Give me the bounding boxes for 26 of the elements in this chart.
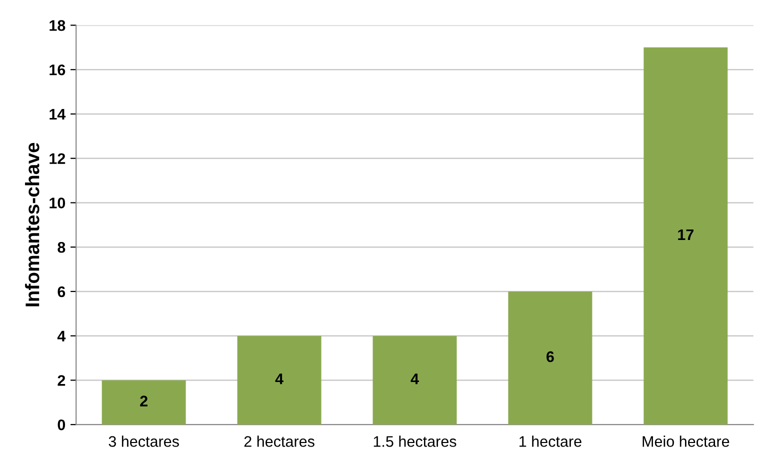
data-label: 2 bbox=[140, 396, 148, 406]
bar bbox=[644, 47, 728, 425]
data-label: 4 bbox=[275, 374, 284, 384]
y-tick-label: 2 bbox=[58, 375, 66, 386]
bar bbox=[372, 336, 457, 425]
y-tick-label: 4 bbox=[57, 330, 66, 342]
y-tick-label: 8 bbox=[58, 242, 66, 253]
y-tick-label: 18 bbox=[50, 20, 66, 31]
x-tick-label: 2 hectares bbox=[244, 436, 314, 447]
x-tick-label: Meio hectare bbox=[642, 436, 730, 447]
y-tick-label: 14 bbox=[50, 109, 66, 120]
bar bbox=[237, 336, 322, 425]
x-tick-label: 1.5 hectares bbox=[374, 436, 456, 447]
y-tick-label: 12 bbox=[50, 153, 66, 164]
data-label: 17 bbox=[678, 229, 694, 240]
y-tick-label: 6 bbox=[58, 286, 66, 298]
y-axis-title: Infomantes-chave bbox=[25, 142, 40, 306]
data-label: 6 bbox=[546, 351, 554, 362]
bar bbox=[102, 380, 186, 425]
y-tick-label: 10 bbox=[50, 198, 66, 208]
data-label: 4 bbox=[410, 374, 419, 384]
x-tick-label: 1 hectare bbox=[520, 436, 582, 447]
x-tick-label: 3 hectares bbox=[108, 436, 179, 447]
bar bbox=[508, 291, 592, 425]
y-tick-label: 0 bbox=[58, 419, 66, 430]
y-tick-label: 16 bbox=[50, 64, 66, 76]
